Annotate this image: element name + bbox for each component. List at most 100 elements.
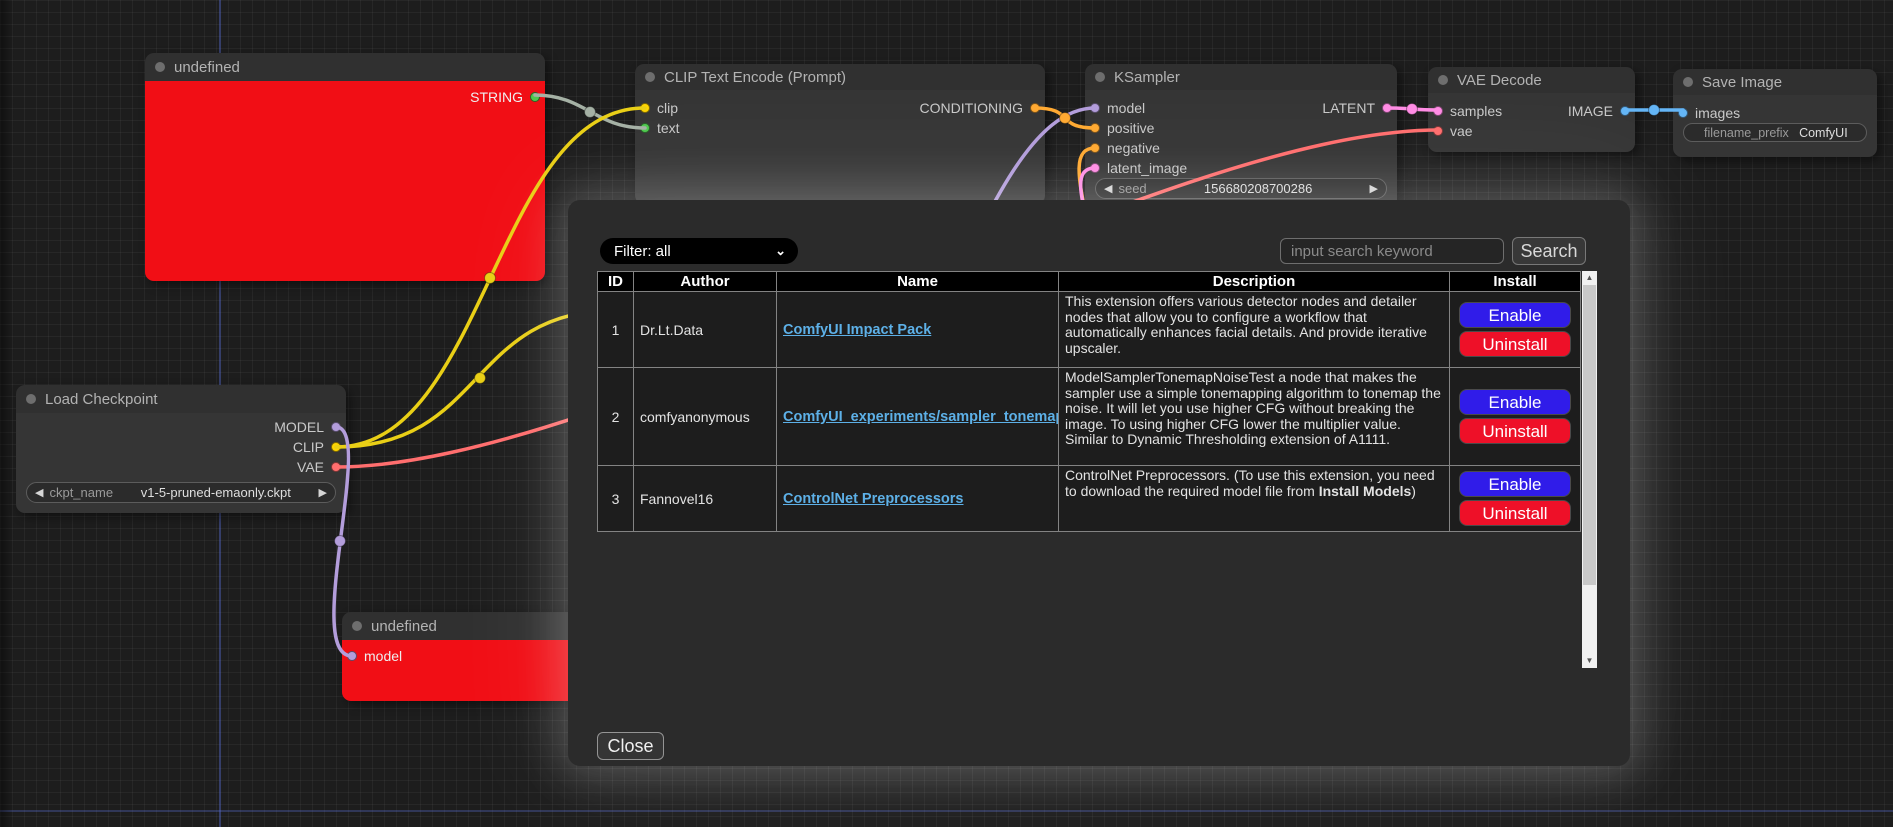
input-label-model: model (364, 648, 403, 664)
node-vae-decode[interactable]: VAE Decode samples IMAGE vae (1428, 67, 1635, 152)
node-title: Load Checkpoint (45, 390, 158, 408)
table-scrollbar[interactable]: ▲ ▼ (1582, 271, 1597, 668)
chevron-down-icon: ⌄ (775, 243, 786, 258)
seed-widget[interactable]: ◀ seed 156680208700286 ▶ (1095, 178, 1387, 199)
uninstall-button[interactable]: Uninstall (1459, 500, 1571, 526)
extension-link[interactable]: ComfyUI_experiments/sampler_tonemap (783, 409, 1059, 425)
prev-value-icon[interactable]: ◀ (35, 487, 44, 499)
filename-prefix-widget[interactable]: filename_prefix ComfyUI (1683, 123, 1867, 142)
filename-prefix-label: filename_prefix (1704, 125, 1789, 140)
node-title-bar[interactable]: undefined (145, 53, 545, 81)
output-slot-model[interactable] (331, 422, 341, 432)
extension-link[interactable]: ComfyUI Impact Pack (783, 322, 932, 338)
input-label-text: text (657, 120, 680, 136)
output-slot-image[interactable] (1620, 106, 1630, 116)
scrollbar-thumb[interactable] (1583, 285, 1596, 585)
column-header-description: Description (1058, 271, 1450, 292)
node-title: VAE Decode (1457, 71, 1542, 89)
input-label-images: images (1695, 105, 1741, 121)
cell-description: ModelSamplerTonemapNoiseTest a node that… (1058, 367, 1450, 466)
canvas-edge-shade (0, 0, 14, 827)
output-label-image: IMAGE (1567, 103, 1613, 119)
cell-author: Dr.Lt.Data (633, 291, 777, 368)
seed-widget-label: seed (1118, 181, 1147, 196)
uninstall-button[interactable]: Uninstall (1459, 418, 1571, 444)
next-value-icon[interactable]: ▶ (318, 487, 327, 499)
ckpt-name-label: ckpt_name (49, 485, 114, 500)
input-slot-model[interactable] (1090, 103, 1100, 113)
decrement-icon[interactable]: ◀ (1104, 183, 1113, 195)
node-title: undefined (174, 58, 240, 76)
column-header-install: Install (1449, 271, 1581, 292)
input-slot-latent-image[interactable] (1090, 163, 1100, 173)
node-collapse-dot[interactable] (1095, 72, 1105, 82)
node-collapse-dot[interactable] (1683, 77, 1693, 87)
extension-manager-dialog: Filter: all ⌄ Search ID Author Name Desc… (568, 200, 1630, 766)
node-title-bar[interactable]: KSampler (1085, 64, 1397, 90)
node-save-image[interactable]: Save Image images filename_prefix ComfyU… (1673, 69, 1877, 157)
input-slot-vae[interactable] (1433, 126, 1443, 136)
input-slot-clip[interactable] (640, 103, 650, 113)
node-title-bar[interactable]: Load Checkpoint (16, 385, 346, 413)
node-undefined-top[interactable]: undefined STRING (145, 53, 545, 281)
filename-prefix-value[interactable]: ComfyUI (1799, 125, 1848, 140)
enable-button[interactable]: Enable (1459, 471, 1571, 497)
ckpt-name-widget[interactable]: ◀ ckpt_name v1-5-pruned-emaonly.ckpt ▶ (26, 482, 336, 503)
column-header-name: Name (776, 271, 1059, 292)
input-slot-positive[interactable] (1090, 123, 1100, 133)
enable-button[interactable]: Enable (1459, 302, 1571, 328)
input-slot-model[interactable] (347, 651, 357, 661)
node-clip-text-encode[interactable]: CLIP Text Encode (Prompt) clip CONDITION… (635, 64, 1045, 204)
node-title-bar[interactable]: undefined (342, 612, 582, 640)
table-row: 1 Dr.Lt.Data ComfyUI Impact Pack This ex… (597, 291, 1581, 368)
seed-widget-value[interactable]: 156680208700286 (1203, 181, 1313, 196)
extension-link[interactable]: ControlNet Preprocessors (783, 491, 964, 507)
node-collapse-dot[interactable] (1438, 75, 1448, 85)
node-title: KSampler (1114, 68, 1180, 86)
input-slot-negative[interactable] (1090, 143, 1100, 153)
table-row: 2 comfyanonymous ComfyUI_experiments/sam… (597, 367, 1581, 466)
input-slot-samples[interactable] (1433, 106, 1443, 116)
canvas-axis-horizontal (0, 810, 1893, 812)
scroll-down-icon[interactable]: ▼ (1585, 656, 1594, 665)
node-undefined-bottom[interactable]: undefined model (342, 612, 582, 701)
output-slot-conditioning[interactable] (1030, 103, 1040, 113)
input-label-latent-image: latent_image (1107, 160, 1188, 176)
node-title: CLIP Text Encode (Prompt) (664, 68, 847, 86)
search-button[interactable]: Search (1512, 237, 1586, 265)
node-collapse-dot[interactable] (645, 72, 655, 82)
node-collapse-dot[interactable] (155, 62, 165, 72)
input-label-samples: samples (1450, 103, 1503, 119)
uninstall-button[interactable]: Uninstall (1459, 331, 1571, 357)
node-load-checkpoint[interactable]: Load Checkpoint MODEL CLIP VAE ◀ ckpt_na… (16, 385, 346, 513)
enable-button[interactable]: Enable (1459, 389, 1571, 415)
column-header-author: Author (633, 271, 777, 292)
cell-id: 3 (597, 465, 634, 532)
search-input[interactable] (1280, 238, 1504, 264)
cell-author: comfyanonymous (633, 367, 777, 466)
increment-icon[interactable]: ▶ (1369, 183, 1378, 195)
output-slot-clip[interactable] (331, 442, 341, 452)
node-collapse-dot[interactable] (352, 621, 362, 631)
input-slot-text[interactable] (640, 123, 650, 133)
output-label-string: STRING (470, 89, 523, 105)
ckpt-name-value[interactable]: v1-5-pruned-emaonly.ckpt (140, 485, 291, 500)
node-title-bar[interactable]: Save Image (1673, 69, 1877, 95)
output-slot-string[interactable] (530, 92, 540, 102)
scroll-up-icon[interactable]: ▲ (1585, 273, 1594, 282)
cell-description: This extension offers various detector n… (1058, 291, 1450, 368)
cell-id: 1 (597, 291, 634, 368)
node-title: undefined (371, 617, 437, 635)
node-collapse-dot[interactable] (26, 394, 36, 404)
output-slot-latent[interactable] (1382, 103, 1392, 113)
output-slot-vae[interactable] (331, 462, 341, 472)
node-title-bar[interactable]: CLIP Text Encode (Prompt) (635, 64, 1045, 90)
input-label-model: model (1107, 100, 1146, 116)
output-label-clip: CLIP (292, 439, 324, 455)
input-slot-images[interactable] (1678, 108, 1688, 118)
node-title-bar[interactable]: VAE Decode (1428, 67, 1635, 93)
filter-dropdown[interactable]: Filter: all ⌄ (600, 238, 798, 264)
cell-author: Fannovel16 (633, 465, 777, 532)
input-label-clip: clip (657, 100, 679, 116)
close-button[interactable]: Close (597, 732, 664, 760)
